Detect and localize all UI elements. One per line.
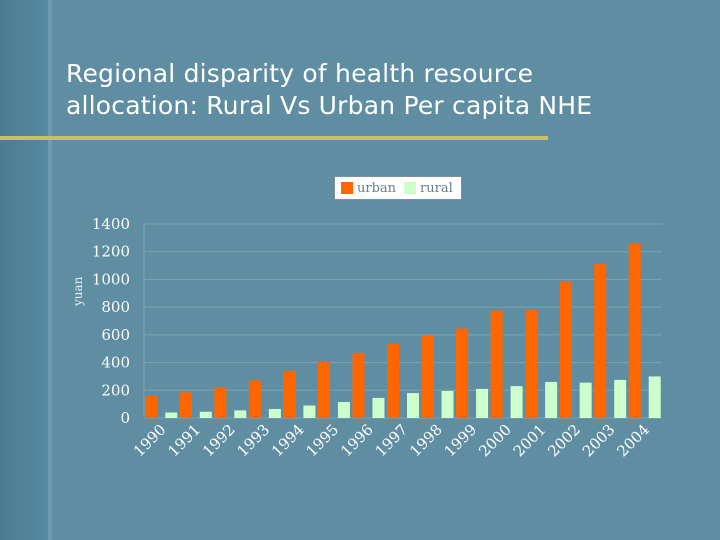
title-underline-rule: [0, 136, 548, 140]
bar-rural-1997: [407, 393, 419, 418]
bar-rural-1995: [337, 402, 350, 418]
legend-swatch-rural: [404, 182, 417, 194]
x-tick-label: 2001: [510, 421, 550, 461]
legend-label-rural: rural: [420, 180, 453, 196]
bar-rural-2001: [545, 381, 558, 418]
bar-urban-1990: [145, 395, 158, 418]
bar-rural-2003: [614, 379, 627, 418]
bar-rural-1993: [268, 408, 281, 418]
bar-urban-1997: [387, 343, 399, 418]
slide-title-line-1: Regional disparity of health resource: [66, 59, 534, 88]
y-tick-label: 0: [120, 409, 130, 427]
bar-rural-1994: [303, 405, 316, 418]
slide-title: Regional disparity of health resource al…: [66, 58, 706, 122]
bar-rural-1999: [476, 388, 489, 418]
bar-rural-2004: [648, 376, 661, 418]
grid-lines: [143, 223, 662, 419]
x-tick-label: 1996: [337, 421, 377, 461]
x-tick-label: 1998: [406, 421, 446, 461]
x-tick-label: 1991: [164, 421, 204, 461]
bar-urban-2000: [490, 310, 503, 418]
y-tick-label: 800: [101, 298, 130, 316]
bar-urban-1993: [248, 380, 261, 418]
legend-item-rural: rural: [404, 181, 453, 196]
bar-urban-1992: [214, 387, 227, 418]
x-tick-label: 2000: [475, 421, 515, 461]
legend-label-urban: urban: [357, 180, 397, 196]
bar-rural-1992: [234, 410, 247, 418]
left-decorative-band: [0, 0, 52, 540]
x-tick-label: 1997: [372, 421, 412, 461]
slide-title-line-2: allocation: Rural Vs Urban Per capita NH…: [66, 91, 593, 120]
bar-urban-2002: [559, 281, 572, 418]
bar-urban-1999: [456, 328, 469, 418]
legend-swatch-urban: [341, 182, 353, 194]
bar-urban-1991: [179, 392, 192, 418]
y-tick-label: 1200: [92, 243, 130, 261]
bar-urban-1998: [421, 335, 434, 418]
x-tick-label: 2002: [544, 421, 584, 461]
x-tick-label: 2004: [613, 421, 653, 461]
bar-rural-1996: [372, 397, 385, 418]
chart-legend: urban rural: [334, 176, 462, 200]
bars: [145, 243, 661, 418]
x-tick-label: 1993: [233, 421, 273, 461]
bar-rural-2002: [579, 382, 592, 418]
y-tick-label: 200: [101, 381, 130, 399]
legend-item-urban: urban: [341, 181, 396, 196]
x-tick-label: 2003: [579, 421, 619, 461]
y-tick-label: 1000: [92, 270, 130, 288]
bar-urban-1995: [317, 361, 330, 418]
y-tick-label: 1400: [92, 215, 130, 233]
x-tick-label: 1990: [130, 421, 170, 461]
bar-rural-1990: [165, 412, 178, 418]
bar-urban-2004: [628, 243, 641, 418]
x-tick-label: 1992: [199, 421, 239, 461]
x-tick-label: 1994: [268, 421, 308, 461]
y-tick-label: 600: [101, 326, 130, 344]
y-tick-label: 400: [101, 354, 130, 372]
bar-rural-2000: [510, 386, 523, 418]
bar-urban-1996: [352, 352, 365, 418]
bar-rural-1998: [441, 390, 454, 418]
bar-rural-1991: [199, 411, 212, 418]
bar-urban-1994: [283, 370, 296, 418]
bar-urban-2003: [594, 264, 607, 418]
x-tick-labels: 1990199119921993199419951996199719981999…: [130, 421, 653, 461]
x-tick-label: 1995: [303, 421, 343, 461]
bar-urban-2001: [525, 309, 538, 418]
x-tick-label: 1999: [441, 421, 481, 461]
y-tick-labels: 0 200 400 600 800 1000 1200 1400: [92, 215, 130, 427]
